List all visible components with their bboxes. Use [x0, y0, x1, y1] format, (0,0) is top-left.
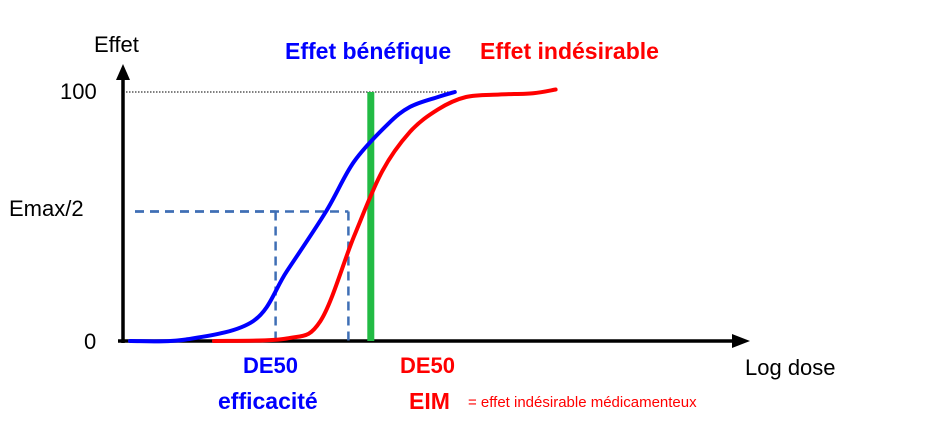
- series-line-effet-indesirable: [212, 87, 558, 343]
- legend-benefique: Effet bénéfique: [285, 38, 451, 64]
- series-group: [128, 87, 558, 344]
- y-tick-label-emax-half: Emax/2: [9, 196, 84, 221]
- y-tick-label-100: 100: [60, 79, 97, 104]
- y-tick-label-0: 0: [84, 329, 96, 354]
- y-axis-label: Effet: [94, 32, 139, 57]
- annotation-de50-efficacite-line1: DE50: [243, 353, 298, 378]
- annotation-de50-efficacite-line2: efficacité: [218, 388, 318, 414]
- x-axis-label: Log dose: [745, 355, 836, 380]
- x-axis-arrowhead: [732, 334, 750, 348]
- y-axis-arrowhead: [116, 64, 130, 80]
- annotation-de50-eim-line2: EIM: [409, 388, 450, 414]
- reference-lines: [123, 91, 455, 341]
- series-line-effet-benefique: [128, 90, 457, 344]
- annotation-de50-eim-line1: DE50: [400, 353, 455, 378]
- annotation-eim-definition: = effet indésirable médicamenteux: [468, 394, 697, 411]
- legend-indesirable: Effet indésirable: [480, 38, 659, 64]
